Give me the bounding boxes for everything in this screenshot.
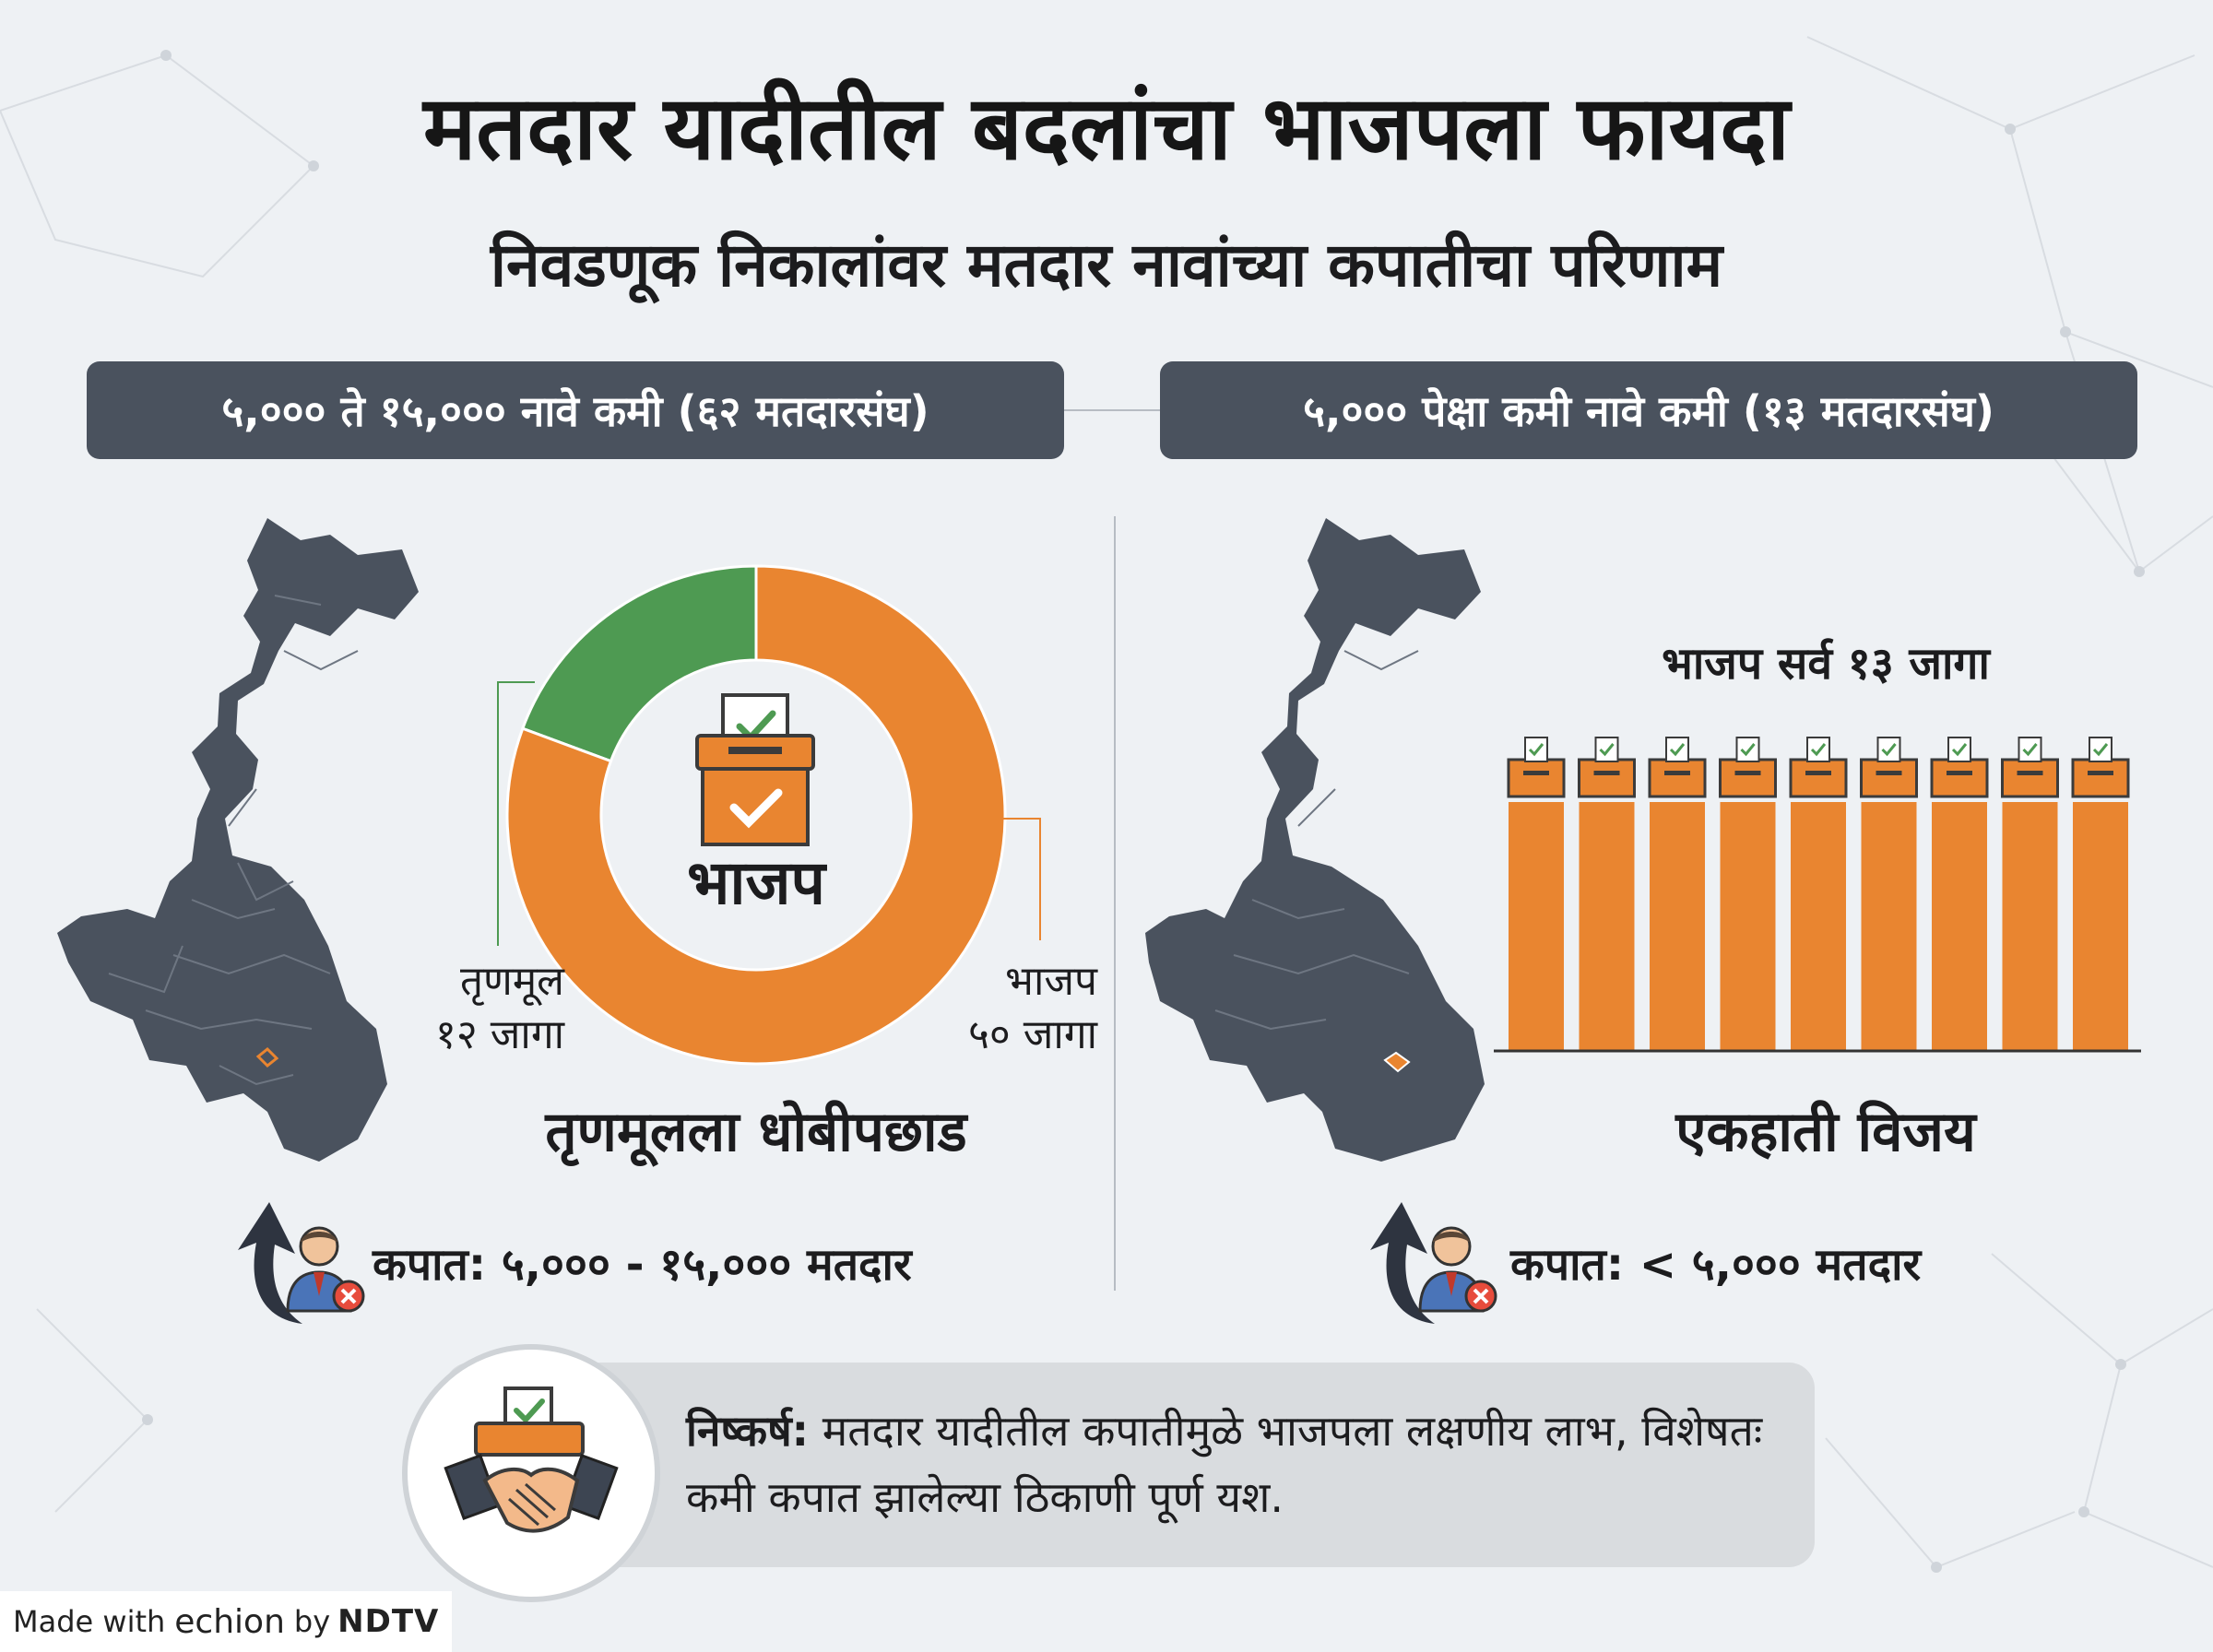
footer-credit: Made with echion by NDTV xyxy=(0,1591,452,1652)
left-result-heading: तृणमूलला धोबीपछाड xyxy=(545,1100,967,1164)
footer-made-with: Made with xyxy=(13,1604,166,1639)
bar-3 xyxy=(1648,737,1707,1051)
handshake-ballot-icon xyxy=(444,1386,619,1533)
trinamool-seats-label: तृणमूल १२ जागा xyxy=(417,955,564,1062)
bar-2 xyxy=(1578,737,1636,1051)
bar-rect-8 xyxy=(2002,802,2058,1051)
ballot-box-icon xyxy=(695,693,815,846)
west-bengal-map-left xyxy=(57,518,419,1162)
bar-ballot-box-5 xyxy=(1789,758,1848,798)
bar-ballot-box-1 xyxy=(1507,758,1566,798)
bar-rect-3 xyxy=(1650,802,1705,1051)
bar-ballot-box-6 xyxy=(1860,758,1918,798)
bar-6 xyxy=(1860,737,1918,1051)
donut-slice-bjp xyxy=(505,564,1007,1066)
conclusion-label: निष्कर्ष: xyxy=(686,1406,810,1456)
bar-rect-2 xyxy=(1579,802,1635,1051)
ndtv-logo: NDTV xyxy=(337,1603,440,1640)
bar-1 xyxy=(1507,737,1566,1051)
bar-rect-9 xyxy=(2073,802,2128,1051)
left-cut-label: कपात: ५,००० - १५,००० मतदार xyxy=(373,1239,912,1291)
bar-ballot-box-7 xyxy=(1930,758,1989,798)
bar-7 xyxy=(1930,737,1989,1051)
bar-ballot-box-8 xyxy=(2001,758,2059,798)
donut-leader-lines xyxy=(497,681,1041,946)
trinamool-seats: १२ जागा xyxy=(435,1011,564,1058)
bar-rect-7 xyxy=(1932,802,1987,1051)
bar-5 xyxy=(1789,737,1848,1051)
bjp-seats-bar-chart xyxy=(1494,737,2141,1053)
bar-rect-5 xyxy=(1791,802,1846,1051)
bars-title: भाजप सर्व १३ जागा xyxy=(1662,638,1990,690)
bar-rect-1 xyxy=(1509,802,1564,1051)
bar-rect-6 xyxy=(1861,802,1917,1051)
echion-logo: echion xyxy=(174,1602,285,1641)
donut-slice-trinamool xyxy=(520,564,758,763)
right-cut-label: कपात: < ५,००० मतदार xyxy=(1510,1239,1922,1291)
bar-ballot-box-9 xyxy=(2071,758,2130,798)
trinamool-name: तृणमूल xyxy=(459,958,564,1005)
conclusion-body: मतदार यादीतील कपातीमुळे भाजपला लक्षणीय ल… xyxy=(686,1406,1763,1522)
conclusion-text: निष्कर्ष: मतदार यादीतील कपातीमुळे भाजपला… xyxy=(686,1398,1793,1530)
donut-center-label: भाजप xyxy=(687,847,825,918)
up-arrow-icon-right xyxy=(1370,1202,1435,1324)
voter-removed-icon xyxy=(286,1226,365,1313)
voter-removed-icon-right xyxy=(1418,1226,1497,1313)
header-connector xyxy=(1064,409,1160,411)
bar-8 xyxy=(2001,737,2059,1051)
left-section-header: ५,००० ते १५,००० नावे कमी (६२ मतदारसंघ) xyxy=(87,361,1064,459)
right-section-header: ५,००० पेक्षा कमी नावे कमी (१३ मतदारसंघ) xyxy=(1160,361,2137,459)
bar-9 xyxy=(2071,737,2130,1051)
bjp-name: भाजप xyxy=(1005,958,1097,1005)
bar-ballot-box-4 xyxy=(1719,758,1777,798)
bar-rect-4 xyxy=(1720,802,1776,1051)
page-subtitle: निवडणूक निकालांवर मतदार नावांच्या कपातीच… xyxy=(490,230,1723,301)
bar-ballot-box-3 xyxy=(1648,758,1707,798)
bar-ballot-box-2 xyxy=(1578,758,1636,798)
bjp-seats: ५० जागा xyxy=(968,1011,1097,1058)
conclusion-box xyxy=(444,1363,1815,1567)
bjp-seats-label: भाजप ५० जागा xyxy=(950,955,1097,1062)
seat-share-donut-chart xyxy=(505,564,1007,1066)
footer-by: by xyxy=(293,1604,331,1639)
bar-4 xyxy=(1719,737,1777,1051)
west-bengal-map-right xyxy=(1145,518,1485,1162)
right-result-heading: एकहाती विजय xyxy=(1675,1100,1976,1164)
up-arrow-icon xyxy=(238,1202,302,1324)
section-divider xyxy=(1114,516,1116,1291)
page-title: मतदार यादीतील बदलांचा भाजपला फायदा xyxy=(422,77,1790,180)
